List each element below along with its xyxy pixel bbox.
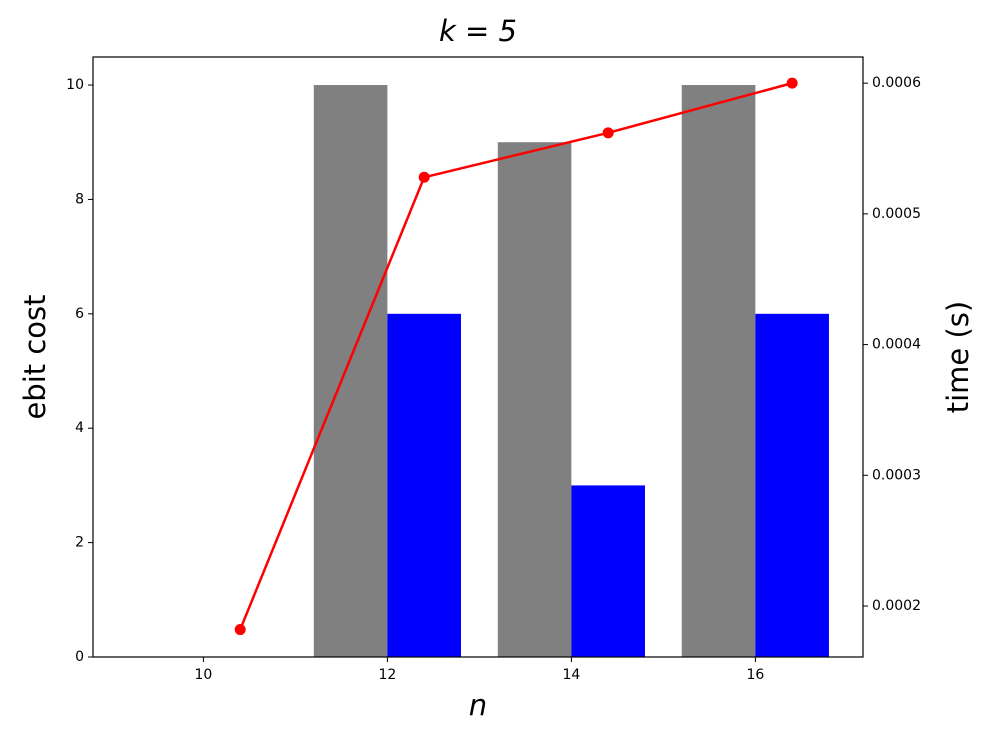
y-tick-label: 6 (75, 306, 84, 322)
bar (571, 485, 645, 657)
bar (387, 313, 461, 657)
y-tick-label: 2 (75, 535, 84, 551)
bar (497, 142, 572, 658)
y2-axis-label: time (s) (941, 301, 975, 413)
chart-title: k = 5 (439, 14, 517, 48)
x-tick-label: 16 (746, 667, 764, 683)
bar (313, 85, 388, 658)
x-tick-label: 12 (378, 667, 396, 683)
point (418, 171, 430, 183)
y2-tick-label: 0.0006 (872, 75, 921, 91)
point (602, 127, 614, 139)
y-tick-label: 8 (75, 191, 84, 207)
point (786, 77, 798, 89)
plot-frame (92, 56, 864, 658)
y2-tick-label: 0.0004 (872, 337, 921, 353)
y2-tick-label: 0.0002 (872, 598, 921, 614)
bar (755, 313, 829, 657)
y-tick-label: 0 (75, 649, 84, 665)
x-tick-label: 14 (562, 667, 580, 683)
point (234, 624, 246, 636)
x-axis-label: n (469, 688, 487, 722)
x-tick-label: 10 (194, 667, 212, 683)
line (239, 81, 793, 631)
bar (681, 85, 756, 658)
y-tick-label: 4 (75, 420, 84, 436)
y2-tick-label: 0.0005 (872, 206, 921, 222)
y-tick-label: 10 (66, 77, 84, 93)
y2-tick-label: 0.0003 (872, 467, 921, 483)
y-axis-label: ebit cost (18, 294, 52, 419)
